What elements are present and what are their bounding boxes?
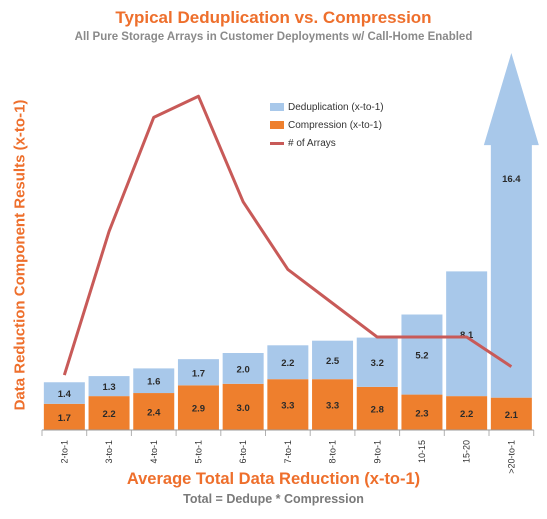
x-tick-label: 4-to-1 [149,440,159,464]
legend-item-compression: Compression (x-to-1) [270,116,384,134]
x-tick-label: 15-20 [462,440,472,463]
deduplication-value-label: 1.4 [58,389,72,400]
legend-label-compression: Compression (x-to-1) [288,119,382,131]
deduplication-value-label: 2.0 [237,364,250,375]
deduplication-value-label: 8.1 [460,330,474,341]
deduplication-value-label: 2.5 [326,356,340,367]
deduplication-value-label: 16.4 [502,174,521,185]
arrays-line [62,94,513,376]
legend-label-arrays: # of Arrays [288,137,336,149]
deduplication-value-label: 1.3 [102,382,115,393]
x-axis-sublabel: Total = Dedupe * Compression [183,492,364,506]
compression-value-label: 3.3 [326,401,339,412]
deduplication-value-label: 5.2 [415,351,428,362]
x-tick-label: 2-to-1 [59,440,69,464]
compression-value-label: 1.7 [58,413,71,424]
legend-swatch-deduplication [270,103,284,111]
deduplication-bar [43,382,85,404]
deduplication-value-label: 3.2 [371,358,384,369]
compression-value-label: 3.3 [281,401,294,412]
compression-bar [356,386,398,430]
x-tick-label: 6-to-1 [238,440,248,464]
compression-bar [222,383,264,430]
compression-bar [446,396,488,430]
compression-value-label: 2.3 [415,408,428,419]
compression-bar [133,393,175,430]
x-tick-label: 10-15 [417,440,427,463]
x-tick-label: 7-to-1 [283,440,293,464]
deduplication-value-label: 2.2 [281,358,294,369]
deduplication-bar [312,340,354,380]
chart-subtitle: All Pure Storage Arrays in Customer Depl… [74,31,473,43]
compression-bar [490,397,532,430]
compression-bar [177,385,219,430]
compression-value-label: 2.2 [102,409,115,420]
deduplication-bar [267,345,309,380]
x-tick-label: 9-to-1 [372,440,382,464]
x-tick-label: 3-to-1 [104,440,114,464]
legend-item-deduplication: Deduplication (x-to-1) [270,98,384,116]
compression-bar [43,403,85,430]
deduplication-bar [88,376,130,397]
deduplication-bar [177,359,219,386]
chart-title: Typical Deduplication vs. Compression [115,8,432,27]
compression-value-label: 2.8 [371,404,384,415]
legend-item-arrays: # of Arrays [270,134,384,152]
x-axis-label: Average Total Data Reduction (x-to-1) [126,470,421,488]
compression-value-label: 2.9 [192,404,205,415]
x-tick-label: >20-to-1 [506,440,516,474]
deduplication-bar [401,314,443,395]
compression-bar [401,394,443,430]
deduplication-value-label: 1.7 [192,368,205,379]
legend: Deduplication (x-to-1) Compression (x-to… [270,98,384,152]
x-tick-label: 5-to-1 [193,440,203,464]
legend-label-deduplication: Deduplication (x-to-1) [288,101,384,113]
x-tick-label: 8-to-1 [328,440,338,464]
compression-bar [267,379,309,430]
legend-swatch-compression [270,121,284,129]
compression-bar [88,396,130,430]
compression-value-label: 3.0 [237,403,250,414]
compression-value-label: 2.2 [460,409,473,420]
deduplication-bar [222,353,264,384]
legend-swatch-arrays [270,141,284,145]
compression-bar [312,379,354,430]
compression-value-label: 2.4 [147,408,161,419]
deduplication-value-label: 1.6 [147,377,160,388]
compression-value-label: 2.1 [505,410,519,421]
deduplication-bar [133,368,175,394]
deduplication-bar-arrow [483,53,539,398]
deduplication-bar [446,271,488,397]
deduplication-bar [356,337,398,387]
